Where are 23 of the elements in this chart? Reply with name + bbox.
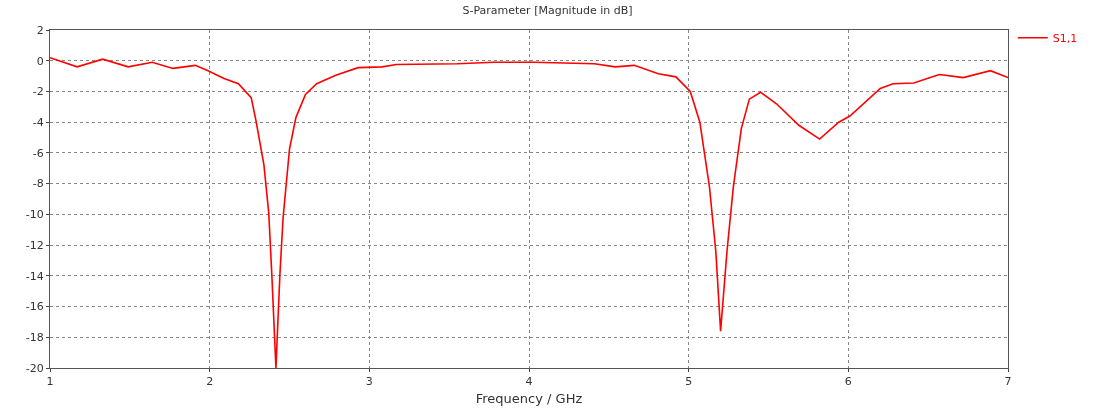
y-tick-label: -10 — [25, 208, 44, 222]
y-tick-label: 2 — [36, 23, 44, 37]
legend-label: S1,1 — [1052, 32, 1078, 46]
x-tick-label: 2 — [206, 375, 214, 389]
y-tick-label: -6 — [32, 146, 44, 160]
x-tick-label: 3 — [365, 375, 373, 389]
x-tick-label: 6 — [844, 375, 852, 389]
x-tick-label: 5 — [685, 375, 693, 389]
x-tick-label: 1 — [46, 375, 54, 389]
y-tick-label: -12 — [25, 238, 44, 252]
line-series — [50, 56, 1008, 368]
y-tick-label: -4 — [32, 116, 44, 130]
y-tick-label: -16 — [25, 300, 44, 314]
y-tick-label: 0 — [36, 54, 44, 68]
y-tick-label: -8 — [32, 177, 44, 191]
y-tick-label: -2 — [32, 85, 44, 99]
y-tick-label: -14 — [25, 269, 44, 283]
chart-title: S-Parameter [Magnitude in dB] — [462, 3, 633, 17]
x-tick-label: 4 — [525, 375, 533, 389]
y-tick-label: -18 — [25, 331, 44, 345]
y-tick-label: -20 — [25, 361, 44, 375]
x-tick-label: 7 — [1004, 375, 1012, 389]
x-axis-title: Frequency / GHz — [475, 390, 583, 406]
